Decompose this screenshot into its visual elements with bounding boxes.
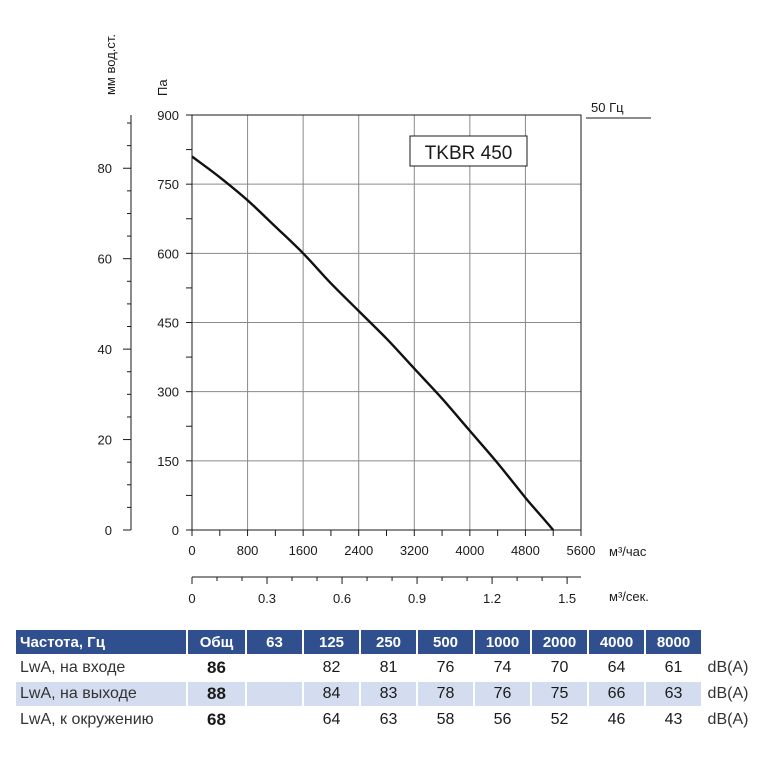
- y-tick-label: 300: [157, 385, 179, 400]
- table-cell: 83: [361, 682, 416, 706]
- header-cell: 4000: [589, 630, 644, 654]
- x-axis-label: м³/час: [609, 544, 647, 559]
- x2-tick-label: 0.6: [333, 591, 351, 606]
- table-cell: 88: [188, 682, 245, 706]
- table-cell: 64: [607, 659, 626, 676]
- noise-table-row: LwA, к окружению 68 64 63 58 56 52 46 43 dB(A): [16, 708, 753, 732]
- x-tick-label: 0: [188, 543, 195, 558]
- table-cell: 81: [379, 659, 398, 676]
- x-tick-label: 800: [237, 543, 259, 558]
- y-tick-label: 750: [157, 177, 179, 192]
- noise-table: Частота, Гц Общ 63 125 250 500 1000 2000 4000 800…: [14, 628, 755, 734]
- table-cell: 61: [664, 659, 683, 676]
- header-cell: Частота, Гц: [16, 630, 186, 654]
- chart-title: TKBR 450: [425, 143, 513, 164]
- x-tick-label: 4800: [511, 543, 540, 558]
- y-secondary-tick-label: 60: [98, 252, 112, 267]
- header-cell: [703, 630, 753, 654]
- frequency-label: 50 Гц: [591, 100, 624, 115]
- table-cell: 52: [550, 711, 569, 728]
- table-cell: LwA, к окружению: [20, 711, 154, 728]
- y-tick-label: 450: [157, 316, 179, 331]
- table-cell: 76: [436, 659, 455, 676]
- table-cell: 63: [379, 711, 398, 728]
- table-cell: 68: [207, 710, 226, 729]
- y-secondary-tick-label: 80: [98, 161, 112, 176]
- y-secondary-tick-label: 20: [98, 433, 112, 448]
- table-cell: 46: [607, 711, 626, 728]
- header-cell: 500: [418, 630, 473, 654]
- table-cell: 43: [664, 711, 683, 728]
- series-line-performance: [191, 155, 555, 531]
- x2-tick-label: 1.5: [558, 591, 576, 606]
- y-tick-label: 600: [157, 246, 179, 261]
- fan-curve-chart: 0 800 1600 2400 3200 4000 4800 5600015030045060…: [98, 34, 651, 606]
- table-cell: 86: [207, 658, 226, 677]
- x-tick-label: 4000: [455, 543, 484, 558]
- header-cell: 250: [361, 630, 416, 654]
- table-cell: dB(A): [707, 659, 749, 676]
- x2-tick-label: 0.3: [258, 591, 276, 606]
- table-cell: 64: [322, 711, 341, 728]
- y-tick-label: 900: [157, 108, 179, 123]
- y-tick-label: 0: [172, 523, 179, 538]
- x2-tick-label: 1.2: [483, 591, 501, 606]
- table-cell: LwA, на входе: [20, 659, 126, 676]
- table-cell: 66: [589, 682, 644, 706]
- header-cell: 63: [247, 630, 302, 654]
- x-tick-label: 5600: [567, 543, 596, 558]
- x2-axis-label: м³/сек.: [609, 589, 649, 604]
- table-cell: 78: [418, 682, 473, 706]
- header-cell: 1000: [475, 630, 530, 654]
- table-cell: 74: [493, 659, 512, 676]
- table-cell: dB(A): [707, 711, 749, 728]
- table-cell: 56: [493, 711, 512, 728]
- noise-table-row: LwA, на входе 86 82 81 76 74 70 64 61 dB(A): [16, 656, 753, 680]
- x2-tick-label: 0.9: [408, 591, 426, 606]
- header-cell: 8000: [646, 630, 701, 654]
- table-cell: [247, 708, 302, 732]
- x2-tick-label: 0: [188, 591, 195, 606]
- noise-table-header: Частота, Гц Общ 63 125 250 500 1000 2000 4000 800…: [16, 630, 753, 654]
- table-cell: 63: [646, 682, 701, 706]
- header-cell: 2000: [532, 630, 587, 654]
- table-cell: [247, 656, 302, 680]
- noise-table-row: LwA, на выходе 88 84 83 78 76 75 66 63 dB(A): [16, 682, 753, 706]
- x-tick-label: 3200: [400, 543, 429, 558]
- header-cell: 125: [304, 630, 359, 654]
- y-secondary-tick-label: 0: [105, 523, 112, 538]
- y-axis-label: Па: [155, 79, 170, 96]
- table-cell: 82: [322, 659, 341, 676]
- table-cell: 58: [436, 711, 455, 728]
- table-cell: 70: [550, 659, 569, 676]
- chart-title-box: [409, 135, 528, 167]
- table-cell: 76: [475, 682, 530, 706]
- table-cell: 84: [304, 682, 359, 706]
- header-cell: Общ: [188, 630, 245, 654]
- x-tick-label: 1600: [289, 543, 318, 558]
- grid: [192, 115, 581, 530]
- y-tick-label: 150: [157, 454, 179, 469]
- table-cell: 75: [532, 682, 587, 706]
- table-cell: LwA, на выходе: [16, 682, 186, 706]
- y-secondary-tick-label: 40: [98, 342, 112, 357]
- y-secondary-axis-label: мм вод.ст.: [103, 34, 118, 95]
- table-cell: dB(A): [707, 685, 749, 702]
- x-tick-label: 2400: [344, 543, 373, 558]
- table-cell: [247, 682, 302, 706]
